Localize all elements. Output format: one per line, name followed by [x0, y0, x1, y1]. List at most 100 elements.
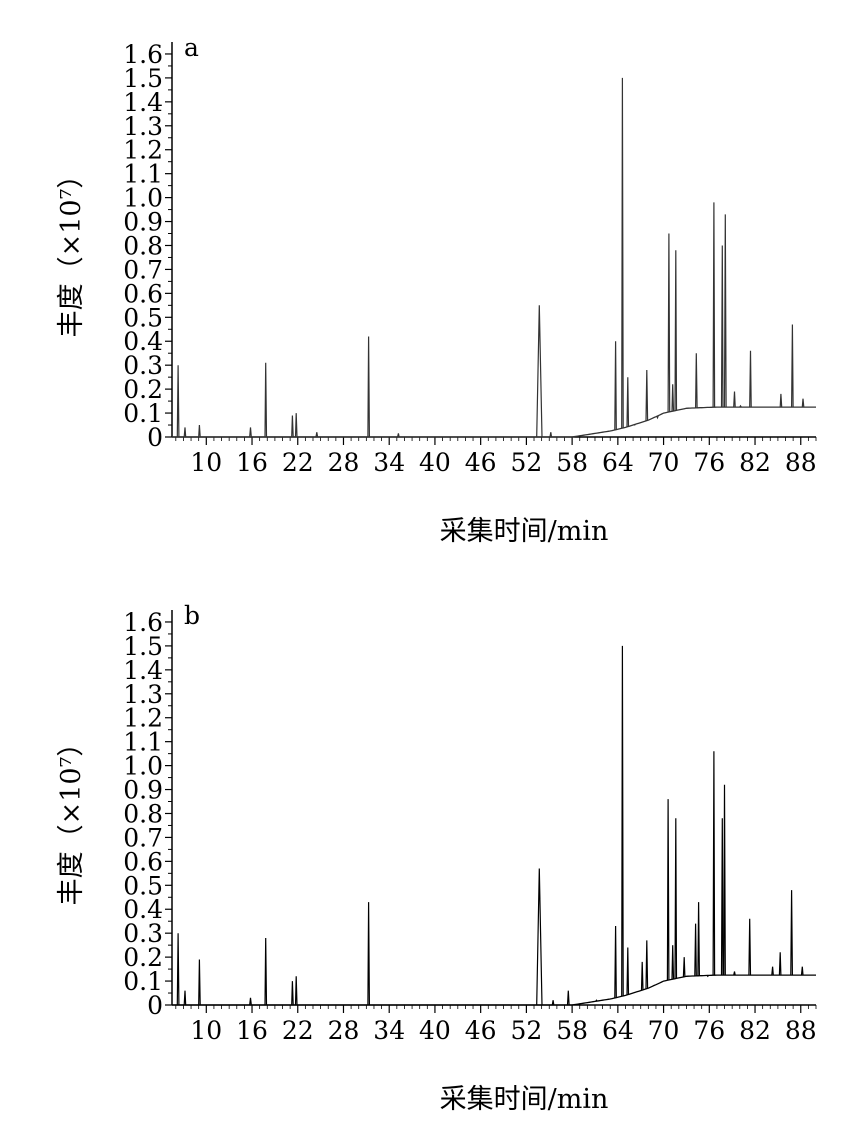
y-tick-label: 1.1	[123, 728, 163, 757]
chromatogram-peak	[176, 365, 180, 438]
baseline-trace	[172, 974, 816, 1006]
chromatogram-peak	[645, 369, 649, 421]
chromatogram-peak	[694, 923, 697, 976]
y-axis-title: 丰度（×10⁷）	[56, 730, 87, 906]
chromatogram-peak	[801, 398, 805, 408]
x-tick-label: 46	[465, 1016, 497, 1045]
chromatogram-peak	[614, 341, 617, 430]
y-tick-label: 1.0	[123, 752, 163, 781]
chromatogram-peak	[695, 353, 698, 408]
baseline-trace	[172, 406, 816, 438]
chromatogram-peak	[294, 976, 298, 1006]
chromatogram-peak	[656, 415, 659, 420]
chromatogram-peak	[671, 945, 675, 980]
x-tick-label: 28	[328, 1016, 360, 1045]
y-tick-label: 0.9	[123, 208, 163, 237]
chromatogram-peak	[614, 925, 617, 998]
y-tick-label: 0.2	[123, 375, 163, 404]
x-tick-label: 16	[236, 448, 268, 477]
chromatogram-peak	[739, 404, 742, 408]
y-tick-label: 0.8	[123, 799, 163, 828]
y-tick-label: 1.2	[123, 136, 163, 165]
chromatogram-peak	[712, 751, 716, 976]
y-tick-label: 1.3	[123, 112, 163, 141]
chromatogram-peak	[720, 245, 724, 408]
x-axis-title: 采集时间/min	[440, 1084, 609, 1115]
x-tick-label: 64	[602, 448, 634, 477]
x-tick-label: 46	[465, 448, 497, 477]
chromatogram-peak	[367, 336, 370, 438]
x-tick-label: 82	[739, 448, 771, 477]
y-tick-label: 0.1	[123, 399, 163, 428]
chromatogram-peak	[626, 947, 630, 995]
x-tick-label: 58	[556, 1016, 588, 1045]
x-tick-label: 40	[419, 1016, 451, 1045]
chromatogram-peak	[367, 902, 370, 1006]
y-tick-label: 1.4	[123, 88, 163, 117]
x-tick-label: 34	[373, 448, 405, 477]
chromatogram-peak	[183, 427, 187, 438]
chart-panel-a: 0 0.1 0.2 0.3 0.4 0.5 0.6 0.7 0.8 0.9 1.0 1.1 1.2 1.3…	[0, 0, 861, 555]
y-tick-label: 1.0	[123, 184, 163, 213]
chromatogram-peak	[778, 952, 782, 976]
x-tick-label: 88	[785, 448, 817, 477]
x-tick-label: 64	[602, 1016, 634, 1045]
y-tick-label: 0.1	[123, 967, 163, 996]
chromatogram-peak	[291, 415, 294, 438]
chromatogram-peak	[723, 784, 726, 976]
x-axis-title: 采集时间/min	[440, 516, 609, 547]
x-tick-label: 34	[373, 1016, 405, 1045]
chromatogram-peak	[697, 902, 700, 976]
panel-label: a	[184, 33, 199, 62]
chromatogram-peak	[198, 959, 201, 1006]
chromatogram-peak	[183, 990, 187, 1006]
x-tick-label: 88	[785, 1016, 817, 1045]
x-tick-label: 82	[739, 1016, 771, 1045]
x-tick-label: 70	[648, 448, 680, 477]
chromatogram-peak	[549, 432, 553, 438]
x-tick-label: 22	[282, 1016, 314, 1045]
x-tick-label: 76	[693, 1016, 725, 1045]
y-tick-label: 0.9	[123, 776, 163, 805]
y-tick-label: 0.6	[123, 279, 163, 308]
x-tick-label: 40	[419, 448, 451, 477]
chromatogram-peak	[791, 324, 794, 408]
chromatogram-peak	[674, 818, 678, 979]
x-tick-label: 70	[648, 1016, 680, 1045]
y-tick-label: 0.4	[123, 327, 163, 356]
chromatogram-b: 00.10.20.30.40.50.60.70.80.91.01.11.21.3…	[56, 601, 817, 1115]
y-tick-label: 1.1	[123, 160, 163, 189]
y-tick-label: 0.6	[123, 847, 163, 876]
chromatogram-peak	[249, 997, 252, 1006]
chromatogram-peak	[749, 350, 752, 408]
chromatogram-peak	[733, 391, 736, 408]
chromatogram-peak	[667, 233, 671, 412]
y-tick-label: 0.3	[123, 919, 163, 948]
y-tick-label: 0.4	[123, 895, 163, 924]
x-tick-label: 10	[190, 448, 222, 477]
y-tick-label: 1.3	[123, 680, 163, 709]
chromatogram-peak	[723, 214, 727, 408]
x-tick-label: 10	[190, 1016, 222, 1045]
chromatogram-peak	[315, 432, 319, 438]
y-tick-label: 1.6	[123, 608, 163, 637]
chromatogram-peak	[176, 933, 180, 1006]
x-tick-label: 52	[510, 1016, 542, 1045]
x-tick-label: 16	[236, 1016, 268, 1045]
chromatogram-peak	[291, 981, 294, 1006]
chromatogram-peak	[294, 413, 298, 438]
x-tick-label: 58	[556, 448, 588, 477]
y-tick-label: 1.5	[123, 632, 163, 661]
chromatogram-peak	[566, 990, 570, 1006]
chromatogram-a: 00.10.20.30.40.50.60.70.80.91.01.11.21.3…	[56, 33, 817, 547]
chromatogram-peak	[198, 424, 201, 438]
chromatogram-peak	[536, 868, 543, 1006]
chromatogram-peak	[748, 918, 752, 976]
chromatogram-peak	[706, 975, 709, 978]
chromatogram-peak	[621, 77, 624, 429]
chromatogram-peak	[264, 362, 268, 438]
y-axis-title: 丰度（×10⁷）	[56, 162, 87, 338]
x-tick-label: 52	[510, 448, 542, 477]
y-tick-label: 0.5	[123, 871, 163, 900]
chromatogram-peak	[779, 393, 783, 408]
